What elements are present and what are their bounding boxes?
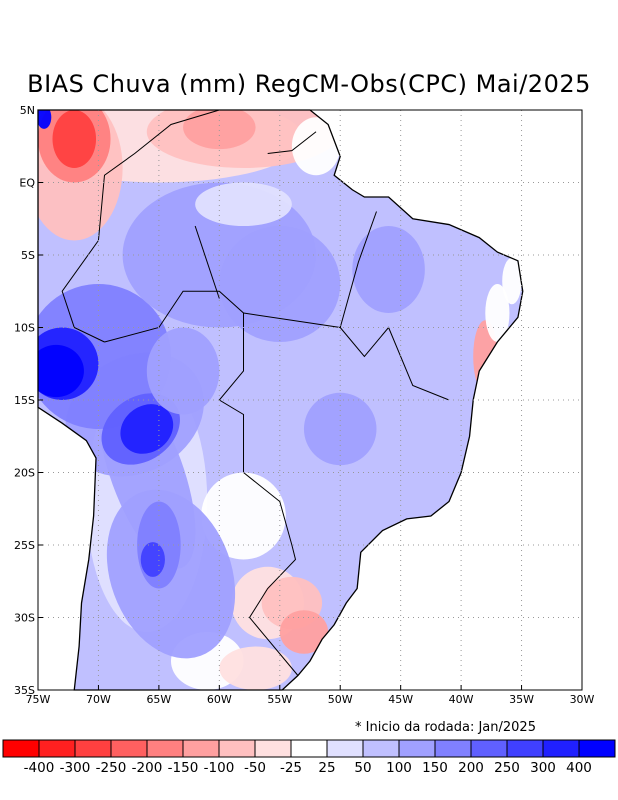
border-line bbox=[243, 312, 450, 401]
bias-contour-region bbox=[38, 344, 84, 398]
colorbar-swatch bbox=[38, 739, 76, 758]
x-tick-label: 55W bbox=[267, 693, 292, 706]
colorbar-swatch bbox=[218, 739, 256, 758]
colorbar-label: 100 bbox=[386, 760, 412, 776]
border-line bbox=[61, 109, 220, 343]
colorbar-label: -250 bbox=[96, 760, 127, 776]
colorbar-label: -300 bbox=[60, 760, 91, 776]
colorbar-swatch bbox=[182, 739, 220, 758]
colorbar-swatch bbox=[434, 739, 472, 758]
colorbar-label: 300 bbox=[530, 760, 556, 776]
colorbar-label: 150 bbox=[422, 760, 448, 776]
bias-contour-region bbox=[52, 110, 97, 168]
y-tick-label: 25S bbox=[14, 539, 35, 552]
colorbar-label: 250 bbox=[494, 760, 520, 776]
x-tick-label: 70W bbox=[86, 693, 111, 706]
colorbar-swatch bbox=[362, 739, 400, 758]
x-tick-label: 65W bbox=[146, 693, 171, 706]
border-line bbox=[104, 290, 299, 676]
y-tick-label: 10S bbox=[14, 322, 35, 335]
x-tick-label: 60W bbox=[207, 693, 232, 706]
colorbar-swatch bbox=[506, 739, 544, 758]
colorbar-label: -200 bbox=[132, 760, 163, 776]
colorbar-label: 50 bbox=[354, 760, 371, 776]
x-tick-label: 40W bbox=[449, 693, 474, 706]
bias-contour-region bbox=[140, 542, 165, 577]
colorbar-label: 200 bbox=[458, 760, 484, 776]
bias-contour-region bbox=[219, 646, 292, 690]
bias-contour-region bbox=[195, 182, 292, 226]
bias-contour-region bbox=[502, 257, 522, 305]
x-tick-label: 50W bbox=[328, 693, 353, 706]
y-tick-label: 35S bbox=[14, 684, 35, 697]
colorbar-label: 400 bbox=[566, 760, 592, 776]
bias-contour-region bbox=[38, 110, 52, 129]
x-tick-label: 45W bbox=[388, 693, 413, 706]
colorbar-swatch bbox=[398, 739, 436, 758]
rain-bias-field bbox=[38, 110, 523, 690]
bias-contour-region bbox=[146, 327, 220, 415]
y-tick-label: 5N bbox=[20, 104, 35, 117]
bias-contour-region bbox=[120, 404, 174, 454]
colorbar-swatch bbox=[578, 739, 616, 758]
bias-contour-region bbox=[291, 117, 341, 176]
coastline bbox=[37, 109, 524, 691]
border-line bbox=[339, 211, 377, 328]
x-tick-label: 75W bbox=[26, 693, 51, 706]
x-tick-label: 30W bbox=[570, 693, 595, 706]
colorbar-label: -400 bbox=[24, 760, 55, 776]
colorbar-label: -50 bbox=[244, 760, 266, 776]
colorbar-swatch bbox=[2, 739, 40, 758]
colorbar-swatch bbox=[254, 739, 292, 758]
x-tick-label: 35W bbox=[509, 693, 534, 706]
run-start-note: * Inicio da rodada: Jan/2025 bbox=[355, 720, 536, 735]
bias-contour-region bbox=[183, 110, 256, 150]
bias-contour-region bbox=[303, 392, 377, 466]
colorbar-label: -100 bbox=[204, 760, 235, 776]
colorbar-swatch bbox=[326, 739, 364, 758]
colorbar-label: 25 bbox=[318, 760, 335, 776]
colorbar-swatch bbox=[110, 739, 148, 758]
colorbar-label: -25 bbox=[280, 760, 302, 776]
colorbar-swatch bbox=[290, 739, 328, 758]
bias-contour-region bbox=[219, 226, 341, 342]
chart-title: BIAS Chuva (mm) RegCM-Obs(CPC) Mai/2025 bbox=[27, 70, 591, 98]
colorbar-swatch bbox=[470, 739, 508, 758]
y-tick-label: 30S bbox=[14, 612, 35, 625]
bias-contour-region bbox=[352, 226, 425, 313]
y-tick-label: 5S bbox=[21, 249, 35, 262]
border-line bbox=[194, 225, 220, 299]
colorbar-swatch bbox=[542, 739, 580, 758]
colorbar-label: -150 bbox=[168, 760, 199, 776]
bias-contour-region bbox=[279, 610, 329, 654]
bias-contour-region bbox=[201, 472, 286, 560]
y-tick-label: 15S bbox=[14, 394, 35, 407]
y-tick-label: EQ bbox=[19, 177, 35, 190]
y-tick-label: 20S bbox=[14, 467, 35, 480]
colorbar-swatch bbox=[74, 739, 112, 758]
colorbar-swatch bbox=[146, 739, 184, 758]
border-line bbox=[267, 131, 317, 154]
